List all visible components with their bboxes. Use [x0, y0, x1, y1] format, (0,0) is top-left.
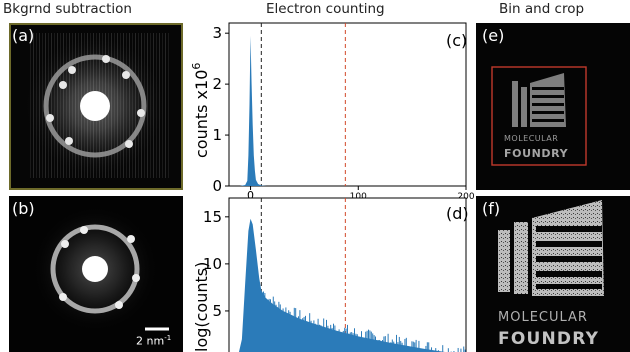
panel-label-e: (e): [482, 26, 505, 45]
panel-label-a: (a): [12, 26, 35, 45]
chart-c-ytick-label-1: 1: [212, 126, 222, 144]
column-title-bin-crop: Bin and crop: [499, 1, 585, 17]
chart-d-ytick-label-1: 5: [212, 302, 222, 320]
panel-label-f: (f): [482, 199, 501, 218]
chart-c-ytick-label-2: 2: [212, 75, 222, 93]
chart-c-xtick-label-2: 200: [457, 192, 474, 202]
panel-a-diffraction: (a): [9, 23, 183, 190]
binned-logo-small: MOLECULAR FOUNDRY: [476, 23, 630, 190]
chart-c-histogram: [239, 35, 267, 187]
panel-b-diffraction: (b) 2 nm-1: [9, 196, 183, 352]
diffraction-image-b: [9, 196, 183, 352]
chart-c-xtick-label-0: 0: [247, 189, 254, 202]
logo-small-line2: FOUNDRY: [504, 147, 569, 160]
logo-large-line1: MOLECULAR: [498, 310, 588, 325]
chart-d-ytick-label-0: 0: [212, 349, 222, 352]
crop-box: [491, 66, 587, 166]
panel-label-b: (b): [12, 199, 35, 218]
logo-large-line2: FOUNDRY: [498, 329, 599, 349]
panel-e-binned: MOLECULAR FOUNDRY (e): [476, 23, 630, 190]
chart-c-xtick-label-1: 100: [350, 192, 367, 202]
chart-c-frame: [228, 22, 467, 187]
histogram-charts: 0 1 2 3 0 100 200 (c) counts x106 0 5 10 15 (d) l…: [190, 22, 475, 352]
chart-d-histogram: [238, 218, 446, 352]
chart-d-ytick-label-2: 10: [203, 255, 222, 273]
panel-f-cropped: MOLECULAR FOUNDRY (f): [476, 196, 630, 352]
panel-label-d: (d): [446, 204, 469, 223]
logo-small-line1: MOLECULAR: [504, 134, 558, 143]
panel-label-c: (c): [446, 31, 467, 50]
chart-c-ytick-label-0: 0: [212, 177, 222, 195]
column-title-counting: Electron counting: [266, 1, 385, 17]
chart-d-ytick-label-3: 15: [203, 208, 222, 226]
chart-c-ytick-label-3: 3: [212, 24, 222, 42]
column-title-background: Bkgrnd subtraction: [3, 1, 132, 17]
scale-bar-label: 2 nm-1: [136, 334, 172, 348]
chart-d-ylabel: log(counts): [192, 262, 211, 352]
diffraction-image-a: [9, 23, 183, 190]
cropped-logo-large: MOLECULAR FOUNDRY: [476, 196, 630, 352]
chart-c-ylabel: counts x106: [190, 63, 211, 158]
